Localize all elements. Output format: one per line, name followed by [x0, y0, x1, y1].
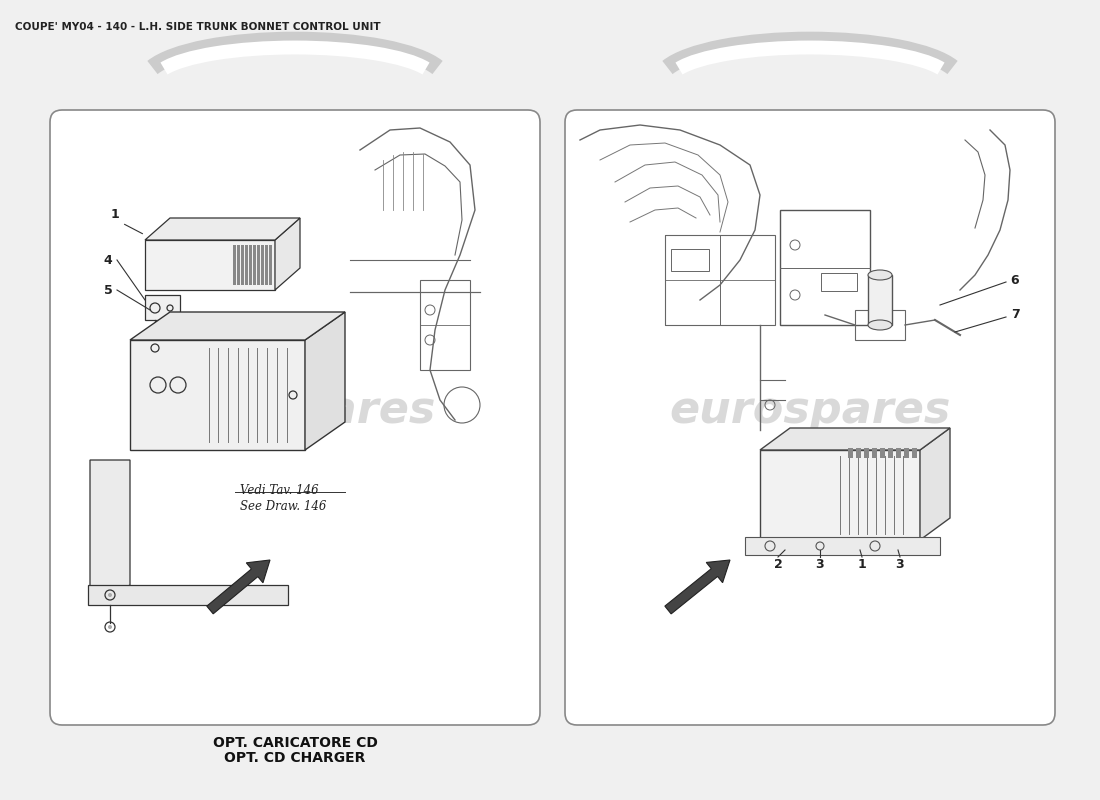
Bar: [888, 448, 893, 458]
Text: 3: 3: [895, 558, 904, 571]
Polygon shape: [130, 312, 345, 340]
Bar: [745, 537, 940, 555]
Bar: [856, 448, 861, 458]
Bar: [245, 245, 248, 285]
Bar: [855, 310, 905, 340]
Bar: [130, 340, 305, 450]
Bar: [420, 280, 470, 370]
Bar: [145, 240, 275, 290]
Bar: [872, 448, 877, 458]
Bar: [880, 448, 886, 458]
Bar: [233, 245, 235, 285]
Bar: [265, 245, 267, 285]
Text: 7: 7: [1011, 309, 1020, 322]
Ellipse shape: [868, 270, 892, 280]
Polygon shape: [145, 218, 300, 240]
Polygon shape: [760, 428, 950, 450]
Bar: [821, 274, 857, 290]
Bar: [249, 245, 252, 285]
Bar: [780, 210, 870, 325]
FancyBboxPatch shape: [565, 110, 1055, 725]
Ellipse shape: [868, 320, 892, 330]
Text: Vedi Tav. 146: Vedi Tav. 146: [240, 483, 319, 497]
Bar: [848, 448, 852, 458]
Bar: [88, 585, 288, 605]
Bar: [760, 450, 920, 540]
Polygon shape: [920, 428, 950, 540]
Text: 1: 1: [111, 209, 120, 222]
Bar: [257, 245, 260, 285]
Bar: [261, 245, 264, 285]
Text: eurospares: eurospares: [669, 389, 950, 431]
Text: 3: 3: [816, 558, 824, 571]
Bar: [145, 295, 180, 320]
Bar: [253, 245, 255, 285]
Bar: [896, 448, 901, 458]
Bar: [270, 245, 272, 285]
Bar: [236, 245, 240, 285]
Text: COUPE' MY04 - 140 - L.H. SIDE TRUNK BONNET CONTROL UNIT: COUPE' MY04 - 140 - L.H. SIDE TRUNK BONN…: [15, 22, 381, 32]
Text: 6: 6: [1011, 274, 1020, 286]
Text: 5: 5: [103, 283, 112, 297]
Bar: [864, 448, 869, 458]
Circle shape: [108, 625, 112, 629]
Bar: [666, 235, 776, 325]
Text: eurospares: eurospares: [154, 389, 436, 431]
Bar: [868, 275, 892, 325]
Polygon shape: [305, 312, 345, 450]
Text: eurospares: eurospares: [180, 103, 409, 137]
Polygon shape: [664, 560, 730, 614]
Bar: [241, 245, 243, 285]
Text: eurospares: eurospares: [695, 103, 924, 137]
Polygon shape: [275, 218, 300, 290]
Text: OPT. CD CHARGER: OPT. CD CHARGER: [224, 751, 365, 765]
Text: OPT. CARICATORE CD: OPT. CARICATORE CD: [212, 736, 377, 750]
Bar: [666, 235, 720, 325]
Text: 1: 1: [858, 558, 867, 571]
Polygon shape: [90, 460, 130, 605]
Text: 2: 2: [773, 558, 782, 571]
Text: 4: 4: [103, 254, 112, 266]
Circle shape: [108, 593, 112, 597]
Polygon shape: [207, 560, 270, 614]
Bar: [671, 249, 710, 271]
Text: See Draw. 146: See Draw. 146: [240, 501, 327, 514]
Bar: [912, 448, 917, 458]
Bar: [904, 448, 909, 458]
FancyBboxPatch shape: [50, 110, 540, 725]
